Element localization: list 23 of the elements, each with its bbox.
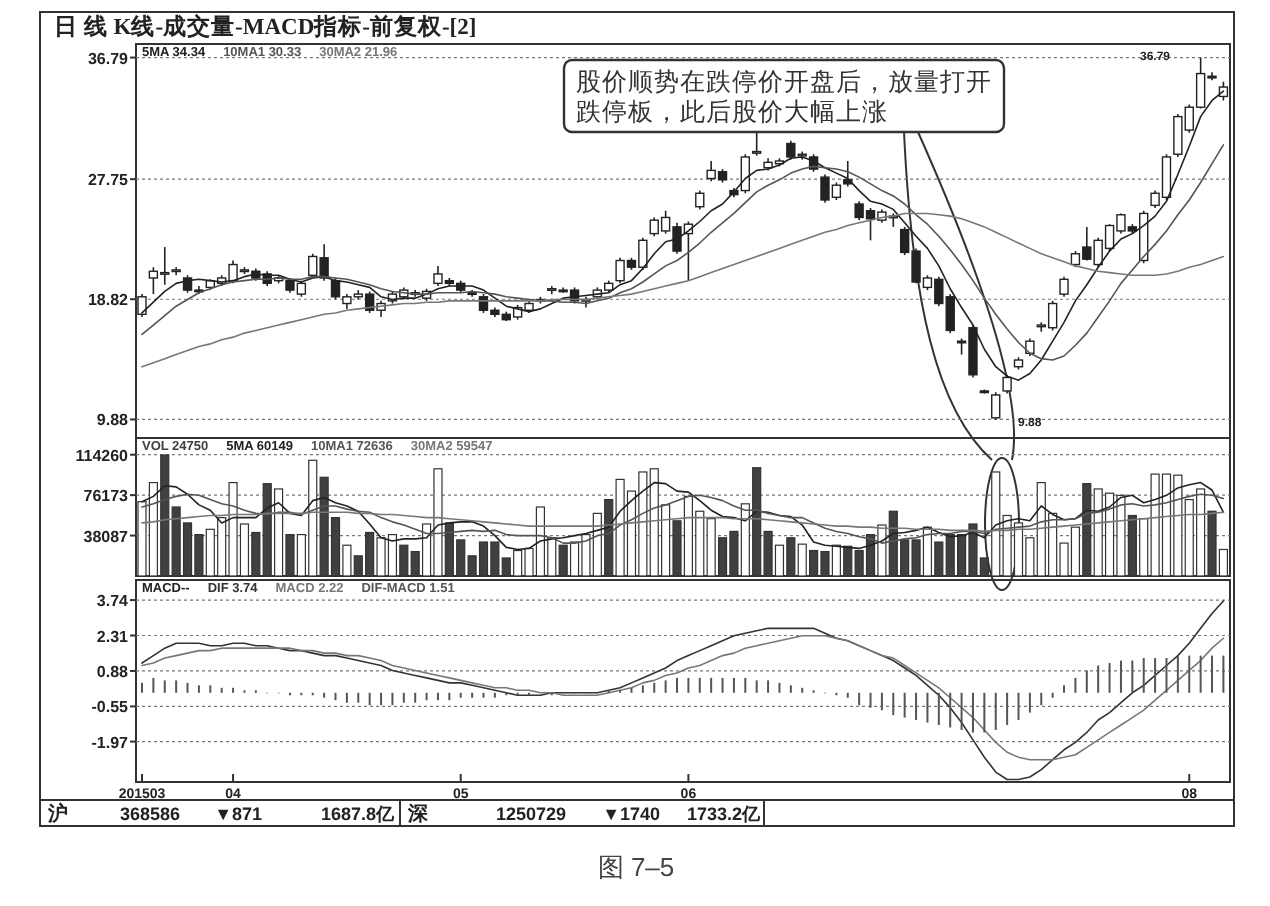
- text: 沪: [46, 802, 68, 826]
- y-tick-label: 9.88: [96, 411, 130, 430]
- y-tick-label: 2.31: [96, 627, 130, 646]
- text: 1687.8亿: [320, 804, 396, 824]
- text: 1733.2亿: [686, 804, 762, 824]
- y-tick-label: -0.55: [91, 698, 130, 717]
- text: ▼871: [214, 804, 262, 824]
- text: 深: [406, 802, 430, 826]
- y-tick-label: 38087: [83, 527, 130, 546]
- annotation: 股价顺势在跌停价开盘后，放量打开跌停板，此后股价大幅上涨: [576, 68, 992, 126]
- caption: 图 7–5: [597, 852, 675, 882]
- y-tick-label: 3.74: [96, 592, 130, 611]
- text: 368586: [119, 804, 180, 824]
- y-tick-label: 18.82: [87, 291, 130, 310]
- y-tick-label: 114260: [75, 446, 130, 465]
- text: ▼1740: [602, 804, 660, 824]
- y-tick-label: 0.88: [96, 662, 130, 681]
- y-tick-label: -1.97: [91, 733, 130, 752]
- chart-title: 日 线 K线-成交量-MACD指标-前复权-[2]: [54, 12, 477, 40]
- y-tick-label: 27.75: [87, 171, 130, 190]
- y-tick-label: 36.79: [87, 49, 130, 68]
- text: 1250729: [495, 804, 566, 824]
- y-tick-label: 76173: [83, 487, 130, 506]
